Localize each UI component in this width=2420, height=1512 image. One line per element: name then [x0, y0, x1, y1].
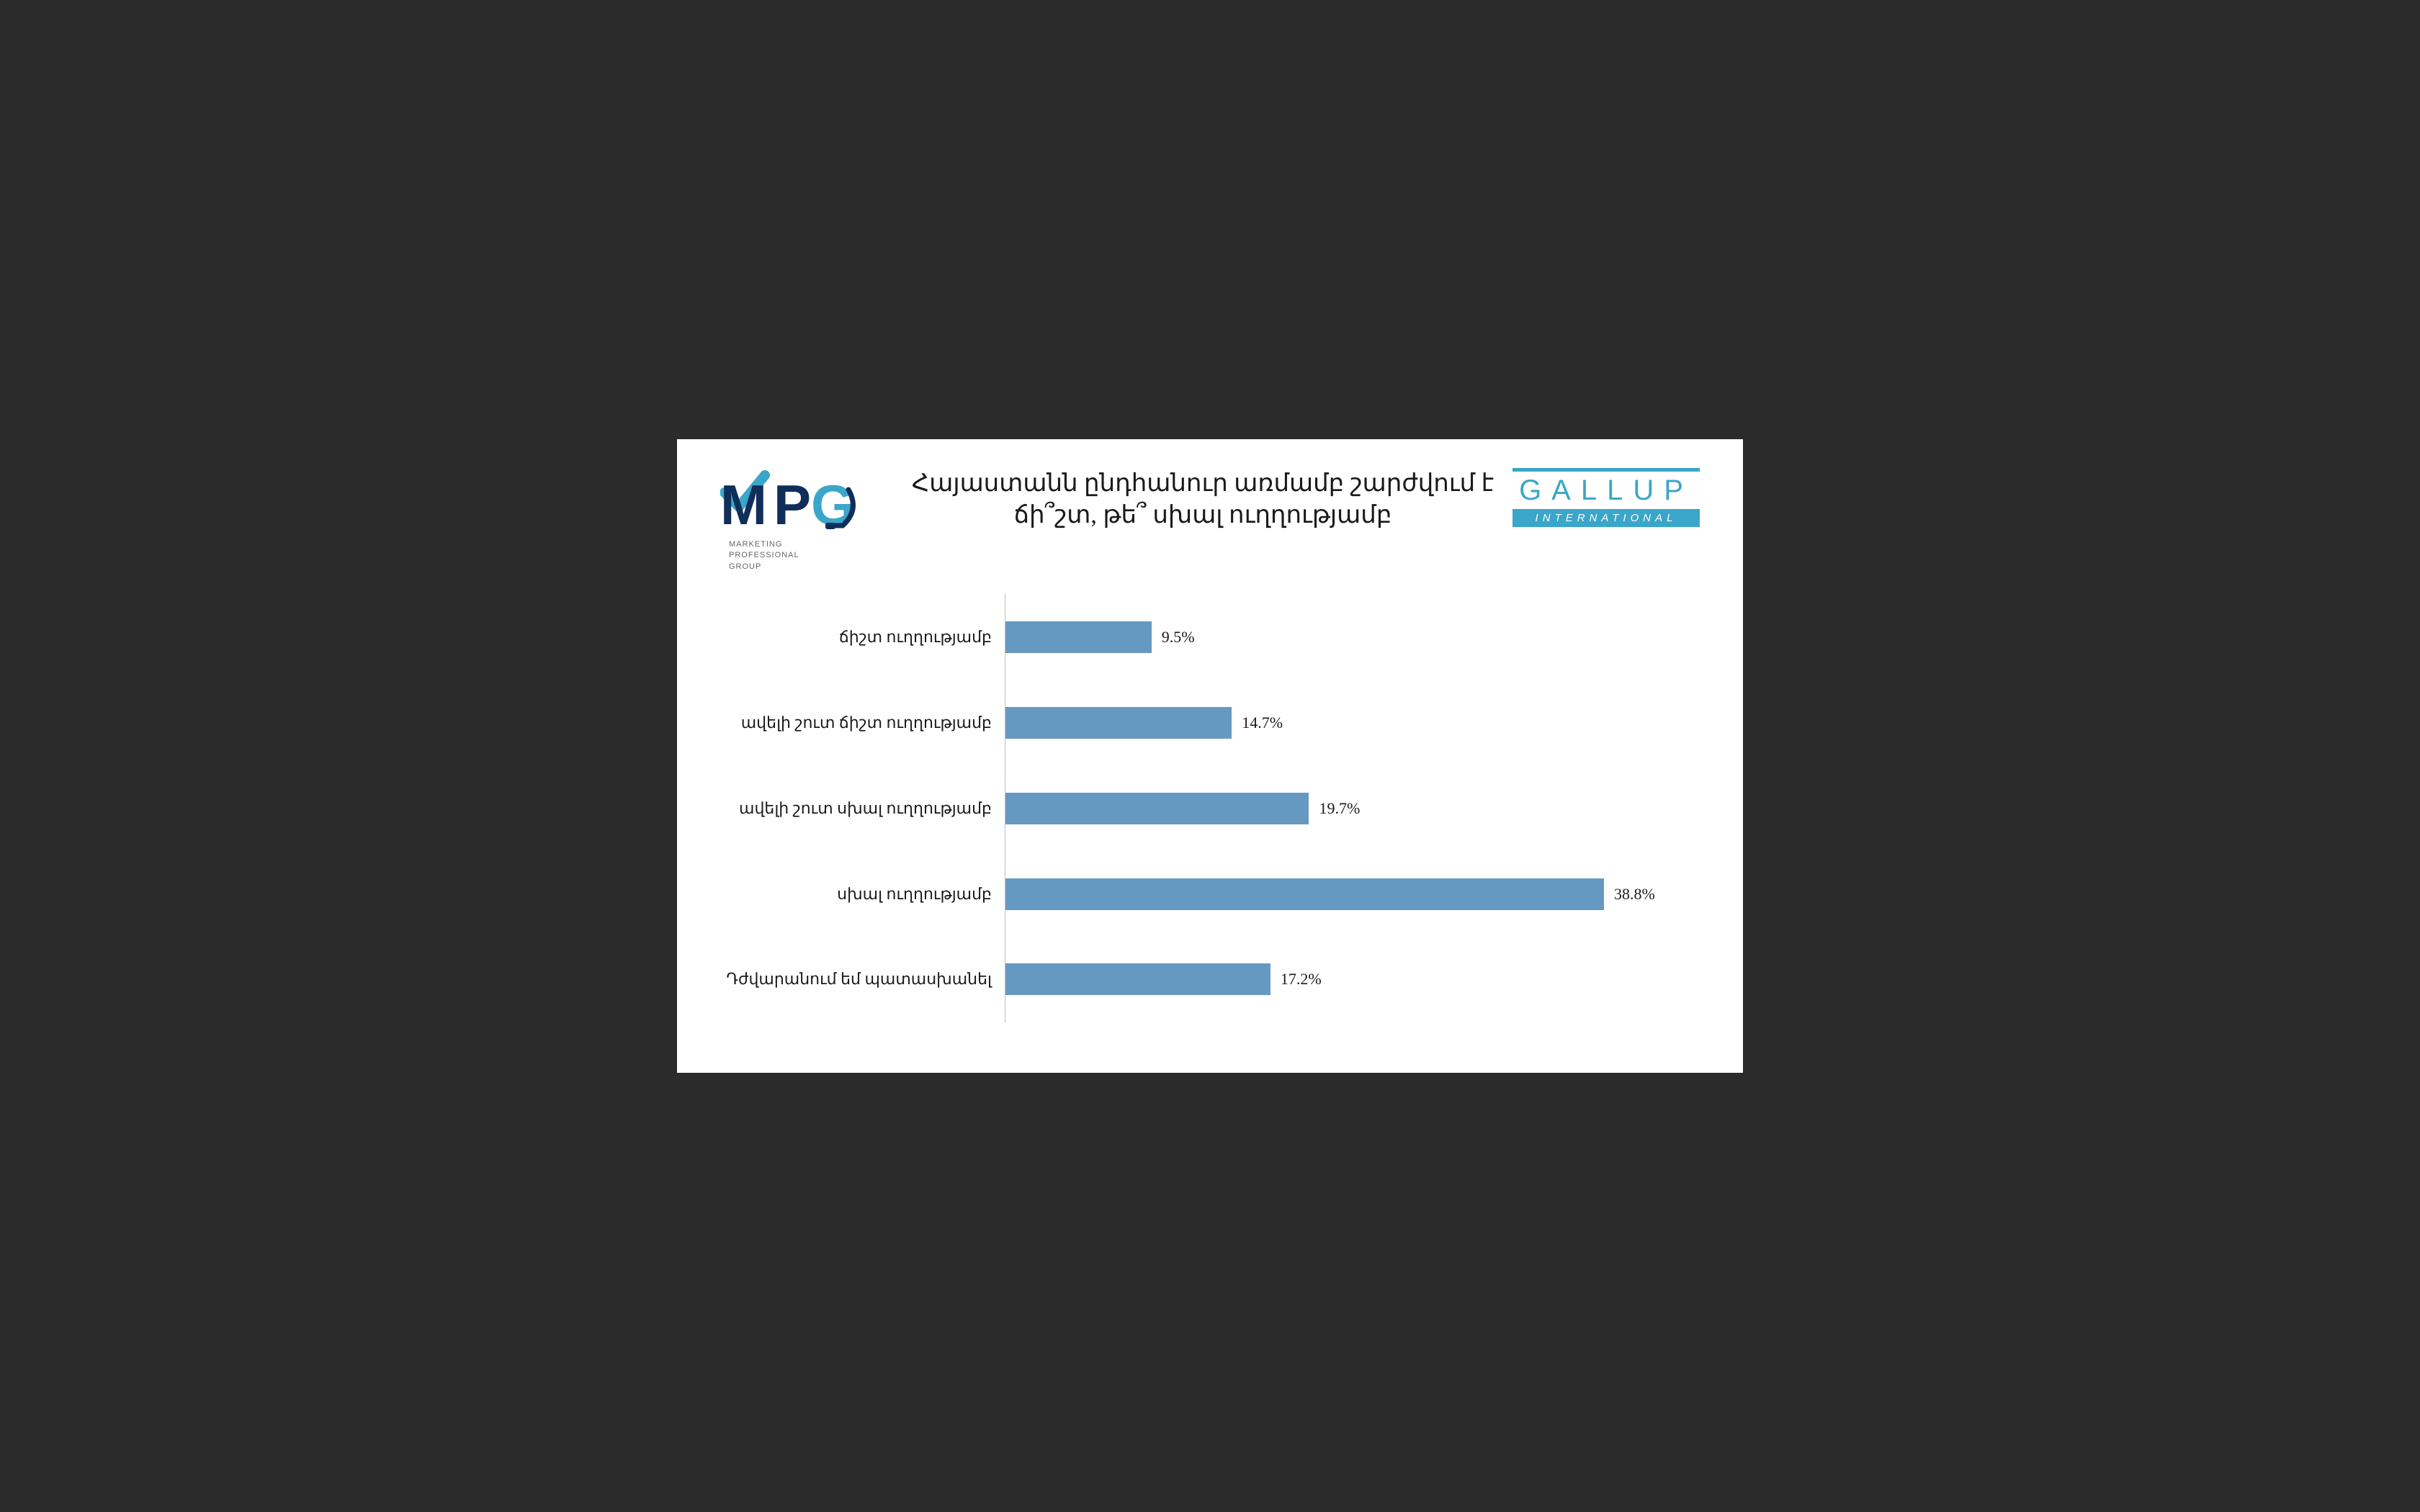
gallup-logo: GALLUP INTERNATIONAL: [1512, 468, 1700, 527]
bar-wrap: 17.2%: [1005, 963, 1700, 995]
bar-wrap: 19.7%: [1005, 793, 1700, 824]
gallup-top: GALLUP: [1512, 468, 1700, 505]
gallup-bottom: INTERNATIONAL: [1512, 509, 1700, 527]
category-label: ճիշտ ուղղությամբ: [720, 628, 1005, 647]
bar: [1005, 707, 1232, 739]
svg-text:M: M: [720, 473, 767, 533]
svg-text:P: P: [774, 473, 811, 533]
value-label: 14.7%: [1242, 714, 1283, 732]
value-label: 38.8%: [1614, 885, 1655, 904]
bar: [1005, 621, 1152, 653]
value-label: 19.7%: [1319, 799, 1360, 818]
mpg-logo: M P G MARKETING PROFESSIONAL GROUP: [720, 468, 893, 572]
category-label: սխալ ուղղությամբ: [720, 885, 1005, 904]
bar-wrap: 9.5%: [1005, 621, 1700, 653]
bar-wrap: 14.7%: [1005, 707, 1700, 739]
bar: [1005, 793, 1309, 824]
bar: [1005, 963, 1270, 995]
value-label: 17.2%: [1281, 970, 1322, 989]
category-label: ավելի շուտ ճիշտ ուղղությամբ: [720, 714, 1005, 732]
bar: [1005, 878, 1604, 910]
header: M P G MARKETING PROFESSIONAL GROUP Հայաս…: [720, 468, 1700, 572]
chart-row: ավելի շուտ ճիշտ ուղղությամբ 14.7%: [720, 701, 1700, 744]
chart-row: ճիշտ ուղղությամբ 9.5%: [720, 616, 1700, 659]
category-label: ավելի շուտ սխալ ուղղությամբ: [720, 799, 1005, 818]
chart-row: սխալ ուղղությամբ 38.8%: [720, 873, 1700, 916]
chart-row: Դժվարանում եմ պատասխանել 17.2%: [720, 958, 1700, 1001]
mpg-sub-1: MARKETING: [729, 539, 857, 550]
chart-card: M P G MARKETING PROFESSIONAL GROUP Հայաս…: [677, 439, 1743, 1073]
mpg-logo-icon: M P G: [720, 468, 857, 533]
bar-wrap: 38.8%: [1005, 878, 1700, 910]
category-label: Դժվարանում եմ պատասխանել: [720, 970, 1005, 989]
mpg-sub-3: GROUP: [729, 562, 857, 572]
mpg-sub-2: PROFESSIONAL: [729, 550, 857, 561]
chart-row: ավելի շուտ սխալ ուղղությամբ 19.7%: [720, 787, 1700, 830]
value-label: 9.5%: [1162, 628, 1195, 647]
chart-title: Հայաստանն ընդհանուր առմամբ շարժվում է ճի…: [893, 468, 1512, 531]
bar-chart: ճիշտ ուղղությամբ 9.5% ավելի շուտ ճիշտ ուղղ…: [720, 594, 1700, 1037]
